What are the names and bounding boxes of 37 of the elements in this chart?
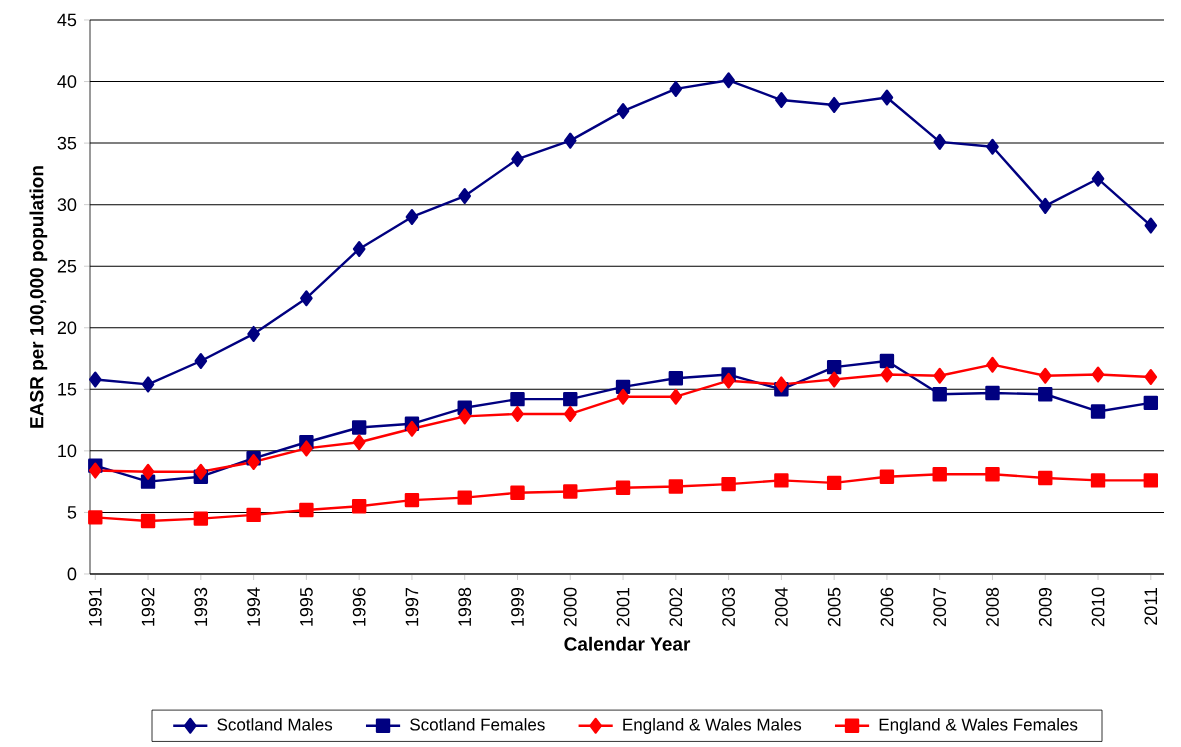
y-tick-label: 5 [67,506,77,519]
x-tick-label: 2007 [933,587,947,627]
x-tick-label: 2001 [616,587,630,627]
x-tick-label: 2003 [722,587,735,627]
legend-label: England & Wales Females [879,718,1078,734]
x-tick-label: 2009 [1038,587,1052,627]
y-tick-label: 40 [57,75,77,88]
y-tick-label: 25 [57,259,77,273]
x-tick-label: 1997 [405,587,419,626]
y-tick-label: 15 [58,383,77,396]
x-tick-label: 1993 [194,587,208,626]
x-tick-label: 1996 [352,587,366,626]
x-tick-label: 2008 [986,587,999,627]
legend-label: Scotland Females [410,718,545,731]
x-tick-label: 2002 [669,587,683,627]
legend-label: Scotland Males [217,718,333,731]
x-tick-label: 1994 [247,587,260,626]
legend-label: England & Wales Males [623,718,802,734]
y-tick-label: 10 [58,444,77,458]
x-tick-label: 1995 [300,587,313,626]
x-tick-label: 1991 [88,587,102,626]
x-tick-label: 2011 [1144,587,1158,625]
y-tick-label: 35 [57,136,77,150]
x-tick-label: 1998 [458,587,472,626]
y-axis-title: EASR per 100,000 population [29,166,48,428]
x-tick-label: 1992 [141,587,155,626]
y-tick-label: 20 [57,321,77,335]
x-tick-label: 2005 [827,587,841,627]
x-tick-label: 2006 [880,587,894,627]
x-tick-label: 2004 [775,587,788,627]
y-tick-label: 30 [57,198,77,212]
x-tick-label: 1999 [511,587,524,626]
y-tick-label: 45 [57,13,77,27]
x-axis-title: Calendar Year [564,636,691,651]
x-tick-label: 2010 [1091,587,1105,627]
x-tick-label: 2000 [563,587,577,627]
y-tick-label: 0 [67,567,77,581]
